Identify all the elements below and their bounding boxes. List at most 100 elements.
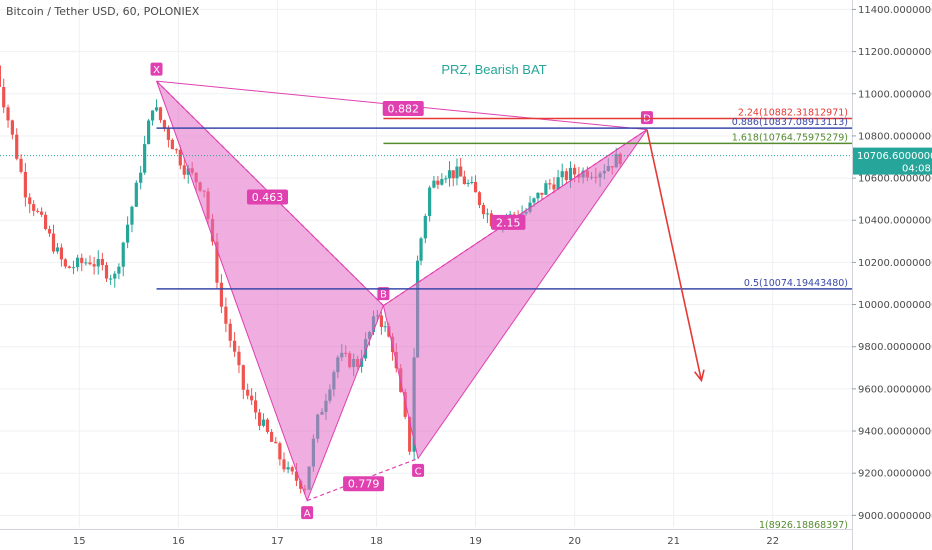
ratio-badge <box>382 101 424 117</box>
candle-body <box>440 179 444 185</box>
candle-body <box>228 323 232 341</box>
candle-body <box>100 258 104 266</box>
candle-body <box>10 120 14 135</box>
candle-body <box>182 165 186 175</box>
candle-body <box>158 107 163 121</box>
candle-body <box>170 139 174 150</box>
candle-body <box>0 65 1 87</box>
candle-body <box>254 400 258 413</box>
candle-body <box>47 229 52 234</box>
candle-body <box>166 128 171 140</box>
candle-body <box>473 181 478 193</box>
pattern-triangle-bcd <box>382 129 648 460</box>
candle-body <box>104 265 109 279</box>
candle-body <box>383 326 387 328</box>
x-tick-label: 22 <box>766 536 779 547</box>
candle-body <box>117 266 121 274</box>
y-tick-label: 10600.00000000 <box>858 174 932 185</box>
candle-body <box>96 258 100 267</box>
price-axis-bg <box>852 0 932 550</box>
candle-body <box>532 198 536 203</box>
candle-body <box>556 177 560 190</box>
candle-body <box>290 467 294 472</box>
ratio-label: 0.779 <box>348 478 380 491</box>
candle-body <box>432 180 436 188</box>
grid-lines <box>0 0 852 527</box>
candle-body <box>6 107 10 121</box>
candle-body <box>113 273 117 279</box>
candle-body <box>423 216 427 239</box>
pattern-triangle-xab <box>156 80 384 503</box>
candle-body <box>282 459 286 470</box>
y-tick-label: 9800.00000000 <box>858 342 932 353</box>
x-tick-label: 16 <box>172 536 185 547</box>
fib-level-label: 0.5(10074.19443480) <box>744 278 848 289</box>
candle-body <box>379 315 384 327</box>
ratio-badge <box>343 476 385 492</box>
candle-body <box>51 233 56 252</box>
candle-body <box>174 149 178 151</box>
candle-body <box>536 192 540 199</box>
candle-body <box>466 182 470 185</box>
candle-body <box>139 172 143 183</box>
y-tick-label: 9200.00000000 <box>858 469 932 480</box>
candle-body <box>43 214 48 230</box>
candle-body <box>232 340 237 352</box>
candle-body <box>485 213 490 215</box>
candle-body <box>447 170 452 179</box>
pattern-point-a: A <box>304 509 311 520</box>
candle-body <box>215 241 219 283</box>
y-tick-label: 11200.00000000 <box>858 47 932 58</box>
ratio-label: 0.463 <box>252 191 284 204</box>
candle-body <box>19 158 23 172</box>
x-tick-label: 18 <box>370 536 383 547</box>
ratio-label: 2.15 <box>496 216 521 229</box>
candle-body <box>548 183 552 185</box>
candle-body <box>477 192 482 206</box>
x-tick-label: 21 <box>667 536 680 547</box>
candle-body <box>219 282 224 307</box>
candle-body <box>36 210 40 212</box>
candle-body <box>2 86 6 108</box>
candle-body <box>88 262 92 265</box>
candle-body <box>121 242 125 267</box>
candle-body <box>55 247 60 252</box>
candle-body <box>134 182 138 207</box>
candle-body <box>481 205 486 215</box>
candle-body <box>92 264 96 267</box>
overlay-labels: PRZ, Bearish BAT <box>0 62 852 383</box>
y-tick-label: 10800.00000000 <box>858 131 932 142</box>
projection-arrow-line <box>646 129 703 381</box>
pattern-dash-bd <box>383 129 648 307</box>
candle-body <box>246 389 250 396</box>
candle-body <box>186 168 190 175</box>
candle-body <box>71 267 76 269</box>
candle-body <box>459 166 463 177</box>
candle-body <box>544 183 548 195</box>
y-tick-label: 9400.00000000 <box>858 427 932 438</box>
fib-levels[interactable]: 2.24(10882.31812971)0.886(10837.08913113… <box>156 108 852 532</box>
candle-body <box>241 365 245 390</box>
candle-body <box>455 166 459 179</box>
pattern-point-x: X <box>153 65 160 76</box>
current-price-tag <box>853 147 932 175</box>
candle-body <box>560 171 564 178</box>
ratio-label: 0.882 <box>387 103 419 116</box>
candle-body <box>162 120 167 129</box>
candle-body <box>126 224 130 243</box>
pattern-point-b: B <box>380 290 387 301</box>
pattern-point-x-badge <box>150 62 163 76</box>
pattern-point-d-badge <box>640 111 653 125</box>
fib-level-label: 0.886(10837.08913113) <box>732 117 848 128</box>
candle-body <box>270 431 274 442</box>
candle-body <box>278 443 282 460</box>
fib-level-label: 1(8926.18868397) <box>759 520 848 531</box>
y-tick-label: 11000.00000000 <box>858 89 932 100</box>
candle-body <box>59 247 64 260</box>
candle-body <box>130 206 134 225</box>
candle-body <box>451 170 455 179</box>
candle-body <box>470 181 474 183</box>
